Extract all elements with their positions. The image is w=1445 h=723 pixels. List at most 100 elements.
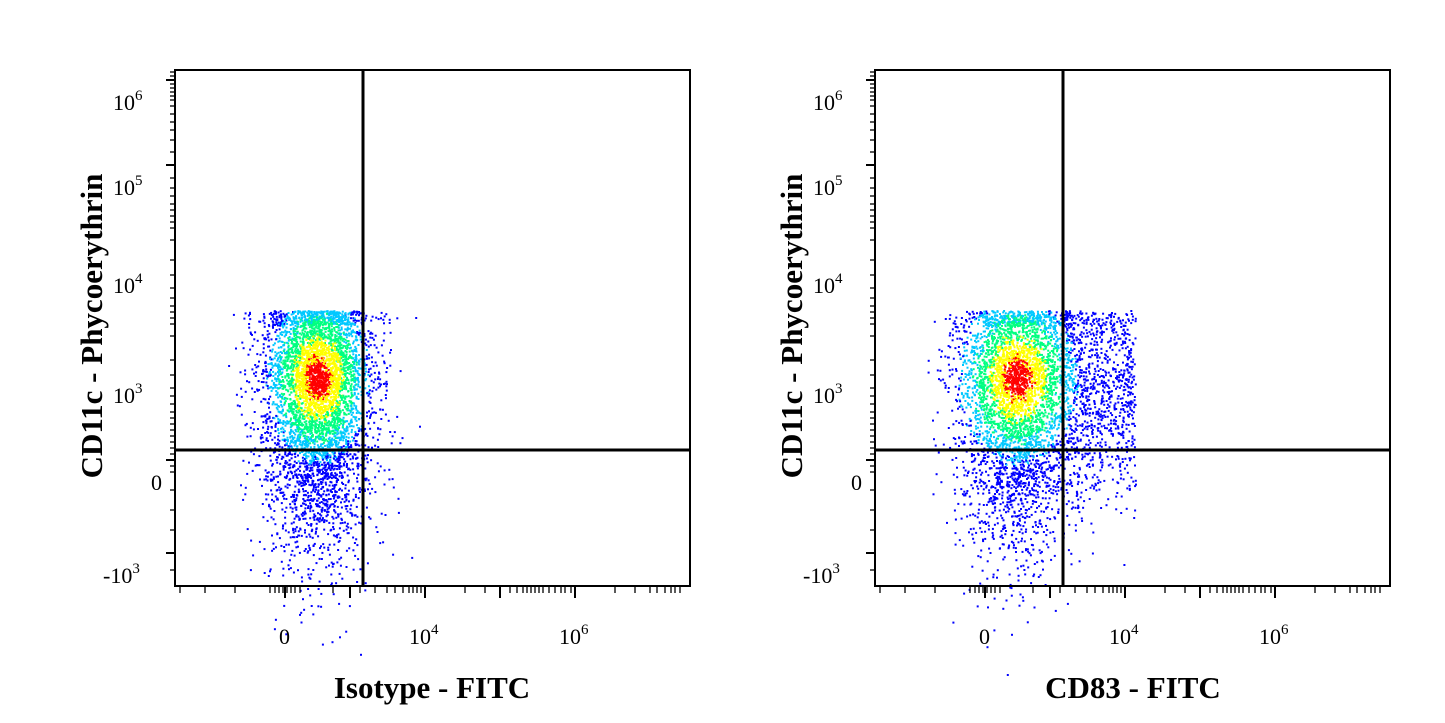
event-dot — [241, 341, 244, 344]
event-dot — [315, 401, 318, 404]
event-dot — [295, 376, 298, 379]
event-dot — [279, 489, 282, 492]
event-dot — [292, 328, 295, 330]
event-dot — [288, 380, 291, 383]
event-dot — [281, 446, 284, 449]
event-dot — [285, 326, 288, 329]
event-dot — [377, 386, 380, 389]
event-dot — [304, 387, 307, 390]
event-dot — [333, 467, 336, 470]
event-dot — [304, 529, 306, 532]
event-dot — [274, 351, 277, 354]
event-dot — [321, 472, 324, 475]
event-dot — [328, 383, 331, 386]
event-dot — [321, 411, 324, 414]
event-dot — [346, 333, 349, 336]
event-dot — [293, 320, 296, 323]
event-dot — [296, 379, 299, 382]
event-dot — [249, 348, 252, 351]
event-dot — [309, 484, 312, 487]
event-dot — [323, 343, 326, 346]
event-dot — [304, 460, 307, 463]
event-dot — [396, 317, 399, 320]
event-dot — [303, 314, 306, 317]
event-dot — [257, 365, 260, 368]
event-dot — [305, 381, 308, 384]
event-dot — [332, 342, 334, 345]
event-dot — [343, 382, 346, 385]
event-dot — [285, 543, 288, 546]
event-dot — [345, 429, 347, 432]
event-dot — [330, 409, 332, 412]
event-dot — [330, 467, 333, 470]
event-dot — [288, 367, 291, 370]
event-dot — [331, 515, 334, 518]
event-dot — [302, 357, 304, 360]
event-dot — [356, 544, 359, 547]
event-dot — [284, 424, 287, 427]
event-dot — [291, 359, 294, 362]
event-dot — [306, 374, 309, 376]
event-dot — [296, 332, 299, 335]
event-dot — [308, 483, 311, 486]
event-dot — [334, 418, 337, 421]
event-dot — [324, 375, 327, 378]
event-dot — [357, 380, 360, 383]
event-dot — [291, 348, 294, 351]
event-dot — [313, 362, 315, 365]
event-dot — [305, 334, 308, 337]
event-dot — [303, 400, 306, 403]
event-dot — [339, 636, 341, 639]
event-dot — [280, 331, 283, 334]
event-dot — [374, 411, 377, 414]
event-dot — [355, 313, 358, 316]
event-dot — [349, 508, 352, 511]
event-dot — [302, 336, 305, 338]
event-dot — [297, 545, 299, 548]
event-dot — [330, 368, 333, 371]
event-dot — [330, 471, 333, 474]
event-dot — [295, 515, 298, 518]
event-dot — [354, 368, 357, 371]
event-dot — [326, 326, 329, 329]
event-dot — [278, 383, 281, 386]
event-dot — [258, 455, 261, 458]
event-dot — [345, 549, 348, 552]
event-dot — [281, 323, 283, 326]
event-dot — [311, 370, 314, 372]
event-dot — [323, 384, 325, 387]
event-dot — [284, 400, 287, 403]
event-dot — [385, 371, 388, 374]
event-dot — [346, 321, 349, 324]
event-dot — [334, 472, 337, 475]
event-dot — [273, 436, 276, 439]
event-dot — [330, 439, 333, 442]
event-dot — [274, 447, 277, 450]
event-dot — [388, 318, 391, 321]
event-dot — [313, 445, 316, 448]
event-dot — [364, 479, 367, 482]
event-dot — [320, 417, 323, 420]
event-dot — [383, 360, 386, 363]
event-dot — [329, 414, 332, 417]
event-dot — [304, 393, 307, 396]
event-dot — [355, 408, 358, 411]
event-dot — [353, 391, 356, 394]
event-dot — [337, 540, 340, 543]
event-dot — [319, 412, 322, 415]
event-dot — [315, 352, 318, 355]
event-dot — [319, 435, 322, 438]
event-dot — [294, 440, 297, 442]
event-dot — [304, 479, 307, 482]
event-dot — [328, 362, 331, 365]
event-dot — [331, 334, 334, 337]
event-dot — [325, 424, 328, 427]
event-dot — [300, 385, 303, 388]
event-dot — [399, 442, 402, 445]
event-dot — [331, 451, 334, 454]
event-dot — [305, 445, 308, 448]
event-dot — [271, 463, 274, 466]
event-dot — [322, 498, 324, 501]
event-dot — [311, 359, 314, 362]
event-dot — [296, 350, 298, 352]
